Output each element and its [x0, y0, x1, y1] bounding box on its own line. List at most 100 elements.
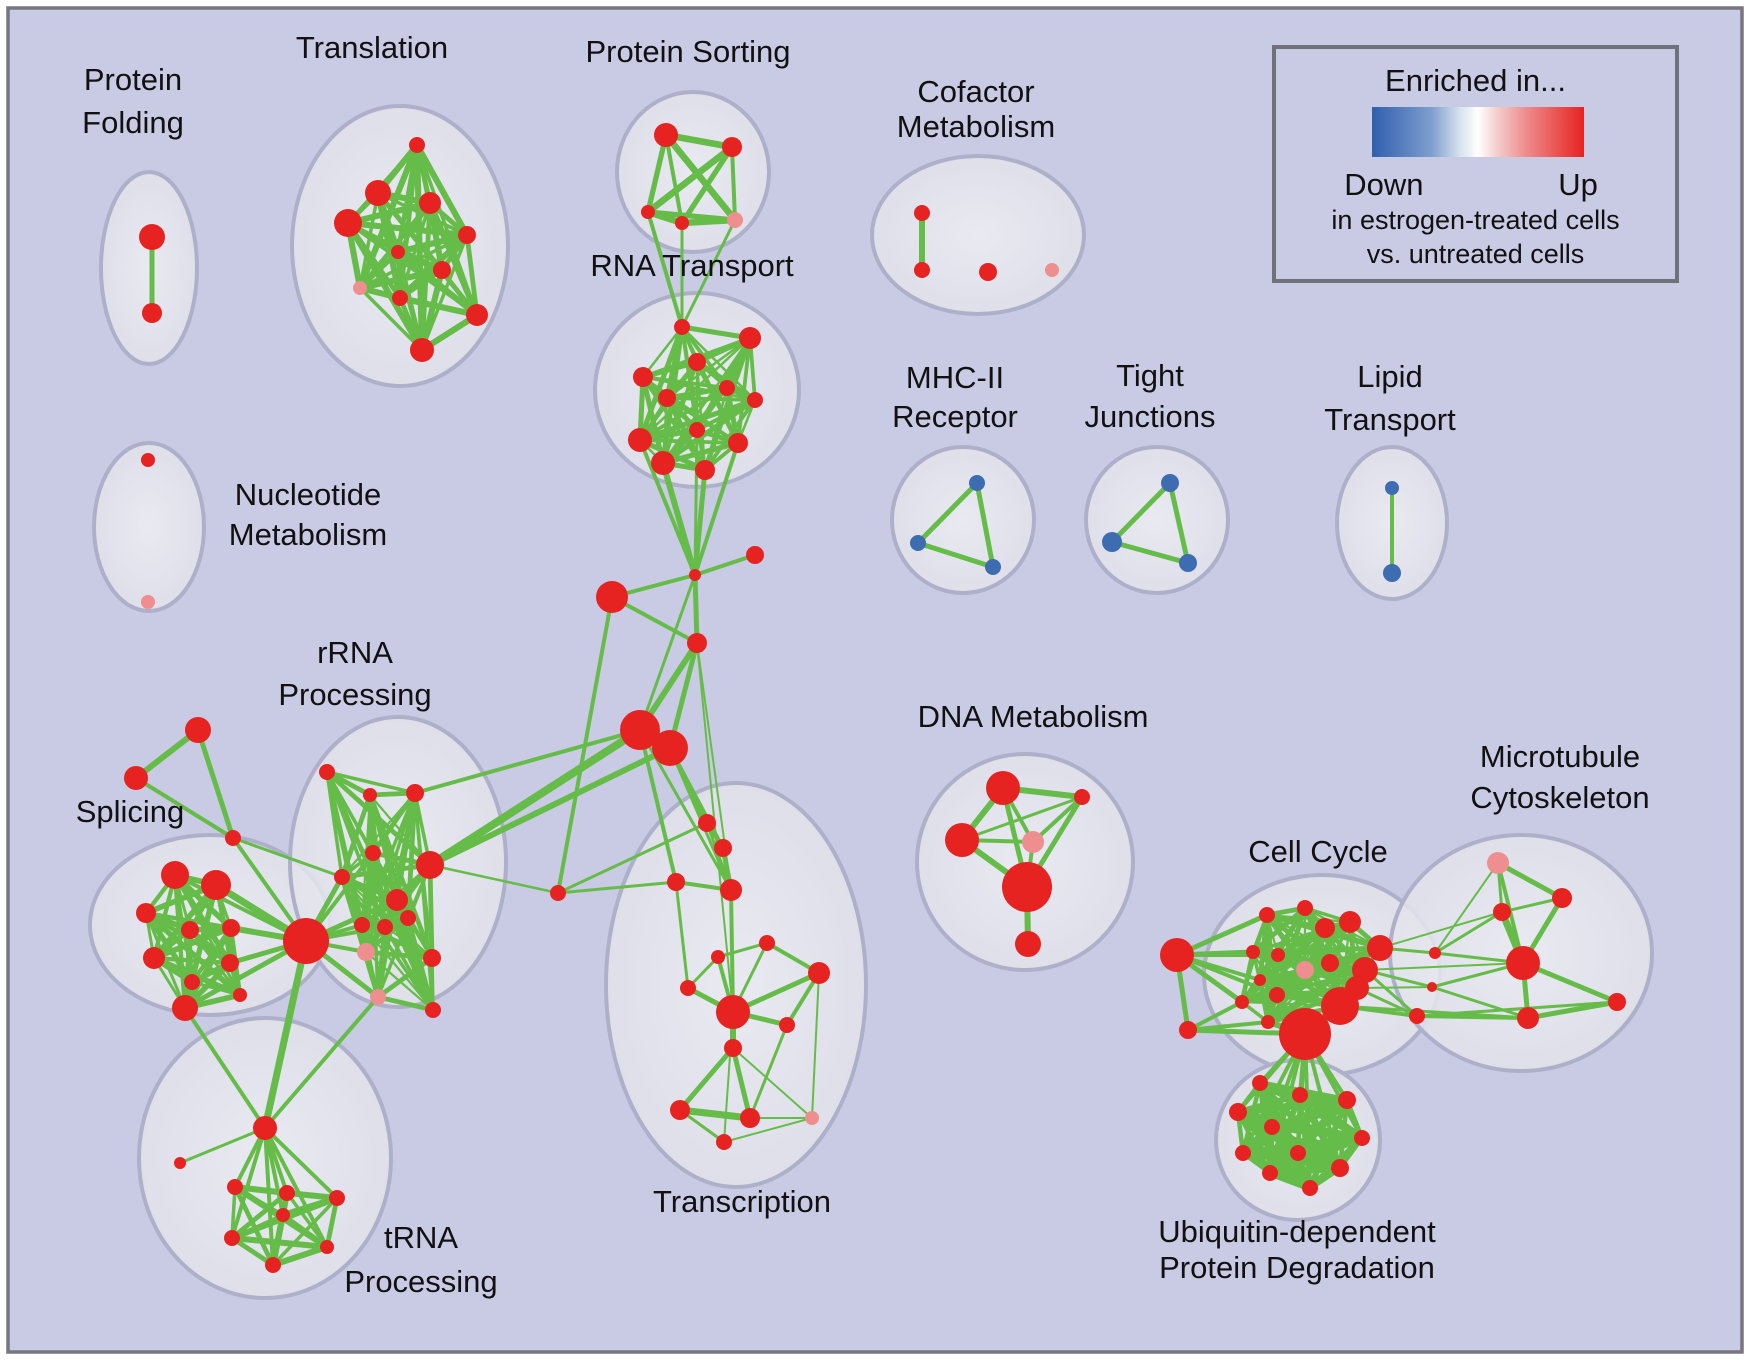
nodes-layer	[124, 123, 1626, 1273]
node-sp6	[184, 974, 200, 990]
edge-g0-rr4	[426, 726, 644, 869]
edge-mt6-mt0	[1434, 862, 1499, 954]
edge-g0-tc2	[638, 728, 678, 884]
edge-dn1-dn2	[960, 795, 1084, 842]
node-cf3	[1045, 263, 1059, 277]
edge-t0-t4	[413, 141, 471, 239]
node-ps0	[654, 123, 678, 147]
edge-rr8-rr13	[383, 925, 435, 1012]
node-rt7	[628, 428, 652, 452]
edge-tc10-tc13	[732, 1047, 813, 1119]
edge-cc4-cc6	[1276, 946, 1382, 957]
node-rr7	[354, 917, 370, 933]
node-sp7	[221, 954, 239, 972]
node-pf0	[139, 224, 165, 250]
legend-subtitle-line2: vs. untreated cells	[1366, 239, 1585, 269]
node-rr13	[425, 1002, 441, 1018]
node-nm1	[141, 595, 155, 609]
edge-ch0-chr	[693, 553, 757, 577]
edge-t3-t10	[344, 219, 426, 354]
node-cc18	[1179, 1021, 1197, 1039]
node-trh	[253, 1116, 277, 1140]
node-rt8	[689, 422, 705, 438]
edge-hb0-sp0	[173, 873, 308, 943]
cluster-label-lipid-transport-line0: Lipid	[1357, 359, 1423, 394]
node-m0	[969, 475, 985, 491]
edge-ch0-g0	[638, 573, 697, 732]
node-ub1	[1292, 1087, 1308, 1103]
edge-chb-chm	[610, 595, 699, 645]
edge-mt7-mt5	[1430, 985, 1530, 1020]
edge-rt7-ch0	[638, 438, 697, 577]
node-sp0	[161, 861, 189, 889]
node-ch0	[689, 569, 701, 581]
edge-ps1-ps2	[644, 143, 736, 216]
node-ub10	[1302, 1180, 1318, 1196]
cluster-label-rrna-processing-line1: Processing	[278, 677, 431, 712]
node-dn5	[1015, 931, 1041, 957]
node-cf1	[914, 262, 930, 278]
node-tc2	[667, 873, 685, 891]
edge-sp5-sp7	[151, 955, 233, 966]
node-rr0	[319, 764, 335, 780]
node-sp1	[201, 870, 231, 900]
edge-t2-t3	[344, 199, 434, 227]
edge-ps1-ps4	[730, 145, 737, 222]
edge-rr2-rr13	[413, 791, 435, 1012]
edge-tc9-tc12	[748, 1023, 789, 1120]
node-rt3	[633, 367, 653, 387]
node-tc13	[805, 1111, 819, 1125]
node-tc8	[716, 995, 750, 1029]
edge-sp2-sp4	[143, 910, 234, 931]
node-m2	[985, 559, 1001, 575]
node-trl	[174, 1157, 186, 1169]
cluster-ellipse-dna-metabolism	[915, 752, 1135, 972]
node-rt10	[651, 451, 675, 475]
node-lp1	[1383, 564, 1401, 582]
edge-rt10-ch0	[660, 460, 698, 578]
edge-t4-t9	[464, 232, 480, 318]
cluster-label-rrna-processing-line0: rRNA	[317, 635, 393, 670]
cluster-label-ubiquitin-degradation-line1: Protein Degradation	[1159, 1250, 1435, 1285]
edge-rr11-rr12	[375, 955, 435, 1000]
node-tc0	[698, 814, 716, 832]
edge-rr0-rr2	[325, 770, 417, 795]
cluster-ellipse-protein-folding	[99, 170, 199, 366]
node-tn6	[276, 1208, 290, 1222]
node-st2	[225, 830, 241, 846]
cluster-ellipse-tight-junctions	[1084, 445, 1230, 595]
cluster-label-protein-sorting-line0: Protein Sorting	[585, 34, 790, 69]
edge-cc9-cc10	[1257, 967, 1368, 983]
node-rt4	[658, 389, 676, 407]
edge-tc8-tc14	[723, 1011, 734, 1143]
node-cc8	[1321, 954, 1339, 972]
legend-up-label: Up	[1558, 167, 1598, 202]
node-tn2	[329, 1190, 345, 1206]
edge-sp2-sp9	[143, 910, 243, 998]
node-mt5	[1517, 1007, 1539, 1029]
node-ub9	[1262, 1165, 1278, 1181]
node-sp4	[222, 919, 240, 937]
edge-chm-tc8	[696, 642, 734, 1013]
node-gB	[1321, 987, 1359, 1025]
node-g1	[652, 730, 688, 766]
node-dn1	[1074, 789, 1090, 805]
edge-cc18-cc12	[1186, 1000, 1244, 1032]
edge-mt6-mt2	[1433, 910, 1504, 955]
cluster-label-microtubule-cytoskeleton-line0: Microtubule	[1480, 739, 1640, 774]
edge-tn3-tn5	[229, 1235, 276, 1268]
edge-chm-g1	[667, 640, 700, 751]
node-cf0	[914, 205, 930, 221]
edge-rt7-rt9	[638, 438, 740, 445]
edge-cc4-mt2	[1379, 911, 1503, 949]
edge-tc14-tc13	[723, 1117, 813, 1143]
node-rt5	[719, 380, 735, 396]
cluster-label-nucleotide-metabolism-line0: Nucleotide	[235, 477, 381, 512]
edge-trh-tn2	[263, 1126, 339, 1200]
edge-rt9-ch0	[693, 441, 740, 577]
node-nm0	[141, 453, 155, 467]
node-dn3	[1022, 831, 1044, 853]
edge-rt0-rt3	[641, 325, 684, 379]
edge-g0-rr2	[413, 728, 642, 795]
